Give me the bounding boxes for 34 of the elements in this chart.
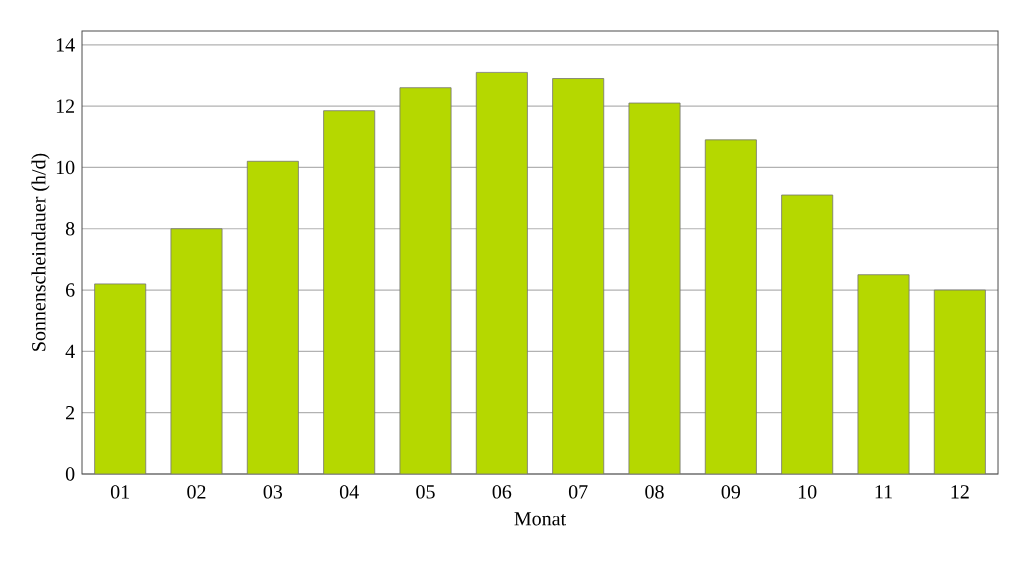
y-tick-label: 2: [66, 406, 75, 420]
bar: [399, 87, 452, 474]
y-tick-label: 12: [56, 99, 75, 113]
x-tick-label: 08: [645, 485, 664, 499]
y-tick-label: 4: [65, 344, 75, 358]
x-tick-label: 10: [798, 485, 817, 499]
x-tick-label: 11: [875, 485, 892, 499]
y-tick-label: 6: [66, 283, 75, 297]
bar: [628, 103, 681, 474]
x-tick-label: 05: [416, 485, 435, 499]
x-tick-label: 03: [263, 485, 283, 499]
x-tick-label: 07: [568, 485, 588, 499]
bar: [94, 283, 146, 474]
x-tick-label: 06: [492, 485, 512, 499]
bar: [323, 110, 375, 474]
bar: [476, 72, 528, 474]
bar: [552, 78, 604, 474]
x-tick-label: 02: [187, 485, 206, 499]
bar: [933, 289, 986, 474]
x-tick-label: 12: [951, 485, 969, 499]
x-tick-label: 04: [339, 485, 359, 499]
y-tick-label: 14: [56, 38, 75, 52]
bar: [705, 139, 757, 474]
x-tick-label: 09: [721, 485, 741, 499]
y-tick-label: 8: [65, 221, 75, 236]
bar: [781, 195, 833, 474]
bar: [857, 274, 910, 474]
x-tick-label: 01: [110, 485, 129, 499]
bar: [247, 161, 299, 474]
bar: [170, 228, 223, 474]
y-axis-title: Sonnenscheindauer (h/d): [31, 153, 50, 351]
x-axis-title: Monat: [514, 512, 566, 526]
y-tick-label: 0: [65, 467, 75, 481]
y-tick-label: 10: [56, 160, 75, 175]
